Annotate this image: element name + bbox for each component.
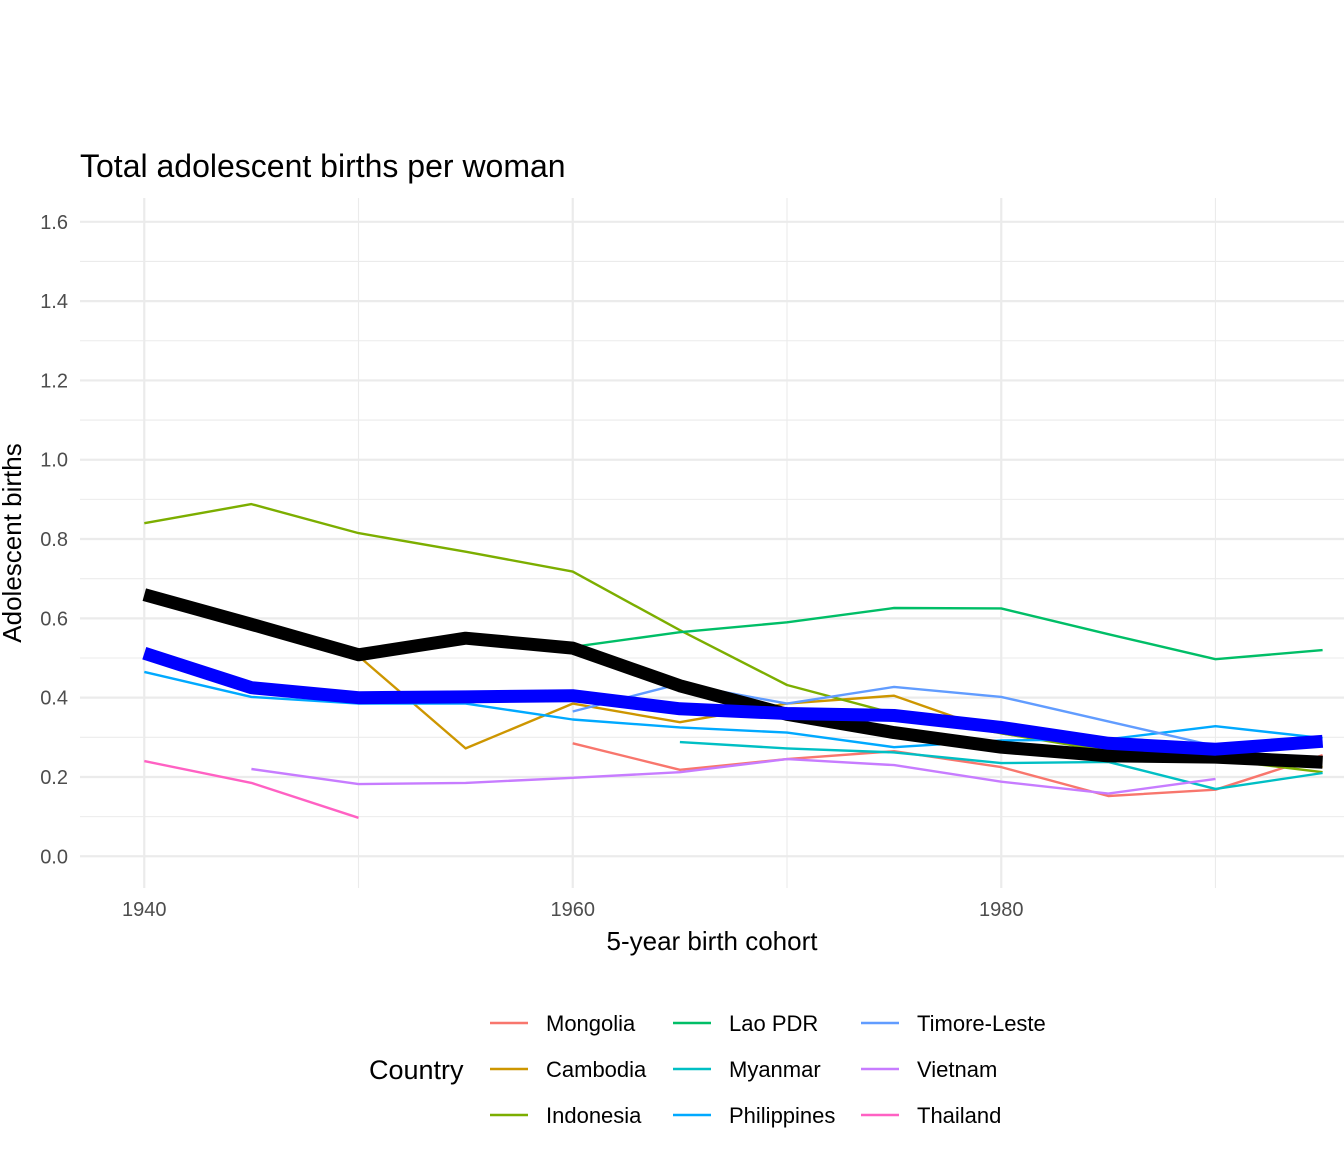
series-line-10: [142, 647, 1324, 756]
x-tick-label: 1960: [550, 899, 595, 921]
legend-label: Cambodia: [546, 1057, 647, 1082]
x-axis-ticks: 1940 1960 1980: [122, 899, 1023, 921]
x-axis-title: 5-year birth cohort: [607, 926, 819, 956]
legend-label: Vietnam: [917, 1057, 997, 1082]
series-layer: [142, 502, 1324, 819]
y-tick-label: 1.2: [40, 370, 68, 392]
legend-label: Myanmar: [729, 1057, 821, 1082]
minor-gridlines: [80, 198, 1344, 888]
y-tick-label: 0.8: [40, 529, 68, 551]
legend: Mongolia Cambodia Indonesia Lao PDR Myanmar P…: [490, 1011, 1046, 1128]
y-tick-label: 1.4: [40, 291, 68, 313]
y-tick-label: 0.6: [40, 608, 68, 630]
y-tick-label: 1.6: [40, 212, 68, 234]
series-line-thailand: [144, 759, 359, 819]
series-line-myanmar: [679, 740, 1323, 791]
legend-label: Indonesia: [546, 1103, 642, 1128]
y-tick-label: 0.2: [40, 767, 68, 789]
series-line-mongolia: [572, 742, 1323, 798]
series-line-lao-pdr: [572, 606, 1323, 661]
series-line-vietnam: [251, 757, 1216, 795]
x-tick-label: 1940: [122, 899, 167, 921]
legend-label: Thailand: [917, 1103, 1001, 1128]
legend-label: Mongolia: [546, 1011, 636, 1036]
y-axis-ticks: 0.0 0.2 0.4 0.6 0.8 1.0 1.2 1.4 1.6: [40, 212, 68, 868]
legend-label: Lao PDR: [729, 1011, 818, 1036]
y-tick-label: 0.4: [40, 688, 68, 710]
legend-label: Timore-Leste: [917, 1011, 1046, 1036]
x-tick-label: 1980: [979, 899, 1024, 921]
chart-title: Total adolescent births per woman: [80, 148, 566, 184]
y-tick-label: 1.0: [40, 450, 68, 472]
legend-label: Philippines: [729, 1103, 835, 1128]
series-line-9: [142, 588, 1323, 769]
major-gridlines: [80, 198, 1344, 888]
y-tick-label: 0.0: [40, 846, 68, 868]
legend-title: Country: [369, 1055, 464, 1085]
y-axis-title: Adolescent births: [0, 443, 27, 642]
